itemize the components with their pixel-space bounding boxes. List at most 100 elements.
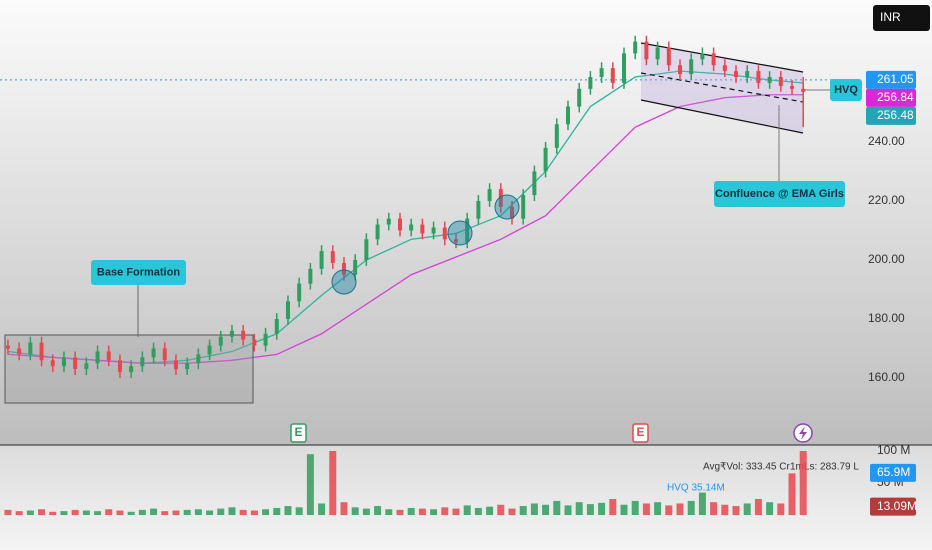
candle-body [252,339,257,346]
candle-body [17,348,22,355]
volume-bar [474,507,482,515]
event-label[interactable]: E [294,425,302,439]
candle-body [375,224,380,240]
price-label: 256.84 [877,90,914,104]
candle-body [196,354,201,364]
price-box [866,70,916,89]
candle-body [28,342,33,355]
candle-body [778,77,783,86]
volume-bar [385,509,393,515]
label-box [830,79,862,101]
volume-bar [609,499,617,515]
candle-body [409,224,414,231]
base-box [4,334,254,404]
volume-bar [329,451,337,515]
volume-bar [239,509,247,515]
volume-bar [530,503,538,515]
candle-body [532,171,537,196]
volume-bar [698,492,706,515]
volume-bar [721,504,729,515]
candle-body [599,68,604,78]
volume-bar [542,504,550,515]
event-label[interactable]: E [636,425,644,439]
candle-body [577,88,582,107]
volume-bar [318,503,326,515]
candle-body [610,68,615,83]
candle-body [453,239,458,243]
price-label: 261.05 [877,72,914,86]
candle-body [218,336,223,346]
candle-body [84,363,89,370]
volume-bar [732,506,740,515]
candle-body [442,227,447,240]
candle-body [666,47,671,66]
candle-body [274,318,279,334]
volume-bar [407,507,415,515]
y-tick-label: 240.00 [868,134,905,148]
candle-body [509,206,514,219]
volume-bar [486,506,494,515]
candle-body [621,53,626,83]
candle-body [73,357,78,370]
volume-bar [82,510,90,515]
candle-body [588,77,593,89]
volume-bar [250,510,258,515]
volume-bar [105,509,113,515]
volume-bar [799,451,807,515]
volume-bar [228,507,236,515]
volume-bar [788,473,796,515]
volume-label: 13.09M [877,499,917,513]
candle-body [364,239,369,260]
hvq-label: HVQ 35.14M [667,483,725,494]
touch-circle [331,269,357,295]
volume-pane [0,445,932,550]
volume-bar [183,509,191,515]
volume-bar [295,507,303,515]
volume-bar [116,510,124,515]
volume-bar [754,499,762,515]
candle-body [554,124,559,148]
label-box [714,181,845,207]
avg-volume: Avg₹Vol: 333.45 Cr [703,462,790,473]
volume-bar [38,509,46,515]
volume-box [870,497,916,516]
volume-bar [396,509,404,515]
candle-body [341,262,346,275]
volume-bar [150,508,158,515]
volume-bar [575,502,583,515]
candle-body [117,360,122,373]
candle-body [756,71,761,83]
volume-bar [642,503,650,515]
volume-box [870,463,916,482]
candle-body [185,363,190,370]
candle-body [565,106,570,125]
volume-bar [138,509,146,515]
candle-body [173,360,178,370]
candle-body [700,53,705,60]
candle-body [644,41,649,60]
touch-circle [447,220,473,246]
volume-bar [497,504,505,515]
volume-bar [564,505,572,515]
volume-bar [374,506,382,515]
volume-bar [777,503,785,515]
candle-body [140,357,145,367]
event-marker[interactable] [290,423,307,443]
volume-bar [665,505,673,515]
candle-body [790,85,795,89]
volume-bar [463,505,471,515]
channel-mid [640,72,804,103]
candle-body [319,251,324,269]
candle-body [162,348,167,361]
candle-body [689,59,694,75]
price-box [866,88,916,107]
volume-bar [172,510,180,515]
candle-body [397,218,402,231]
volume-tick-label: 100 M [877,443,910,457]
event-marker[interactable] [632,423,649,443]
candle-body [39,342,44,361]
candle-body [487,189,492,201]
candle-body [353,259,358,275]
volume-bar [631,500,639,515]
